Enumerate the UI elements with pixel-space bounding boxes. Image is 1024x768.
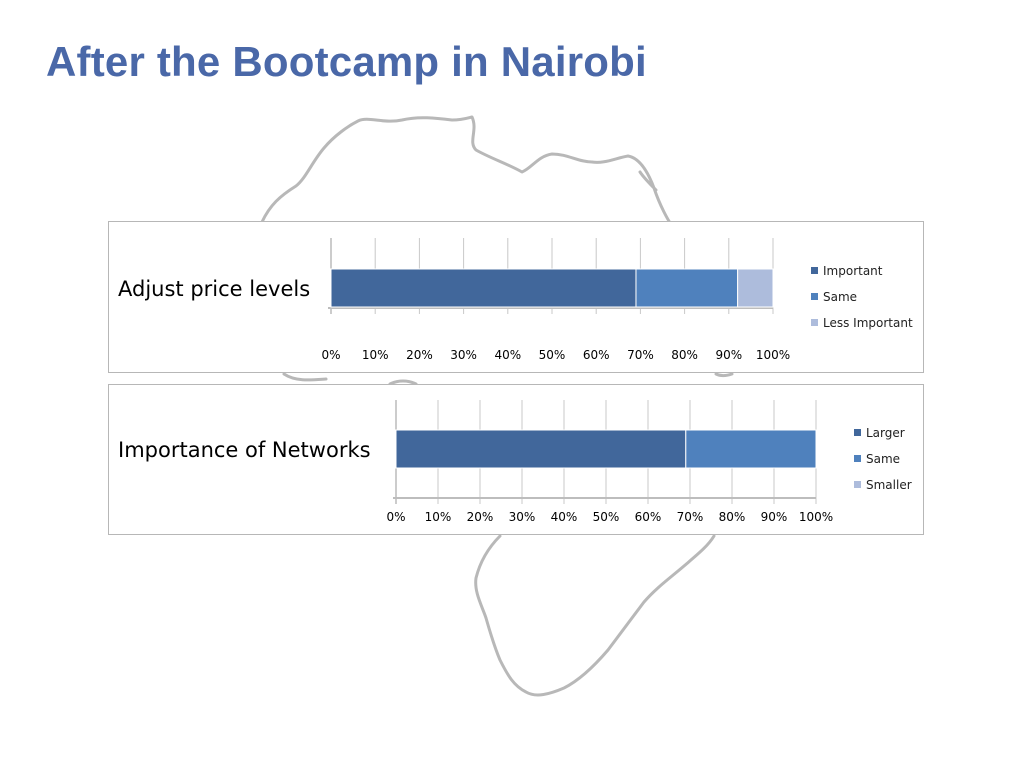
legend-label: Important <box>823 264 883 278</box>
chart-row-label: Importance of Networks <box>118 438 371 462</box>
x-tick-label: 70% <box>627 348 654 362</box>
chart-row-label: Adjust price levels <box>118 277 310 301</box>
x-tick-label: 20% <box>467 510 494 524</box>
x-tick-label: 100% <box>799 510 833 524</box>
legend-swatch <box>811 267 818 274</box>
bar-segment-important <box>330 268 637 308</box>
x-tick-label: 30% <box>509 510 536 524</box>
chart-panel-adjust-price-levels: Adjust price levels 0% 10% 20% 30% 40% 50% 60% 7… <box>108 221 924 373</box>
africa-outline-path <box>260 115 734 697</box>
x-tick-label: 90% <box>715 348 742 362</box>
bar-segment-larger <box>395 429 687 469</box>
legend-swatch <box>811 293 818 300</box>
x-tick-label: 80% <box>671 348 698 362</box>
x-tick-label: 60% <box>583 348 610 362</box>
chart-panel-importance-of-networks: Importance of Networks 0% 10% 20% 30% 40% 50% 6… <box>108 384 924 535</box>
legend-label: Less Important <box>823 316 913 330</box>
legend-swatch <box>854 429 861 436</box>
chart-importance-of-networks: Importance of Networks 0% 10% 20% 30% 40% 50% 6… <box>118 400 912 524</box>
legend-label: Same <box>823 290 857 304</box>
x-tick-label: 10% <box>425 510 452 524</box>
x-tick-label: 80% <box>719 510 746 524</box>
x-tick-label: 0% <box>321 348 340 362</box>
x-tick-label: 40% <box>494 348 521 362</box>
x-tick-label: 0% <box>386 510 405 524</box>
x-tick-label: 70% <box>677 510 704 524</box>
x-tick-label: 50% <box>593 510 620 524</box>
legend-swatch <box>811 319 818 326</box>
legend-swatch <box>854 455 861 462</box>
x-tick-label: 60% <box>635 510 662 524</box>
legend-label: Same <box>866 452 900 466</box>
page-title: After the Bootcamp in Nairobi <box>46 38 647 85</box>
bar-segment-same <box>635 268 739 308</box>
x-tick-label: 40% <box>551 510 578 524</box>
x-tick-label: 50% <box>539 348 566 362</box>
legend-swatch <box>854 481 861 488</box>
bar-segment-same <box>685 429 817 469</box>
legend-label: Larger <box>866 426 905 440</box>
x-tick-label: 100% <box>756 348 790 362</box>
x-tick-label: 20% <box>406 348 433 362</box>
x-tick-label: 10% <box>362 348 389 362</box>
legend-label: Smaller <box>866 478 912 492</box>
x-tick-label: 90% <box>761 510 788 524</box>
chart-adjust-price-levels: Adjust price levels 0% 10% 20% 30% 40% 50% 60% 7… <box>118 238 913 362</box>
bar-segment-less-important <box>737 268 774 308</box>
x-tick-label: 30% <box>450 348 477 362</box>
